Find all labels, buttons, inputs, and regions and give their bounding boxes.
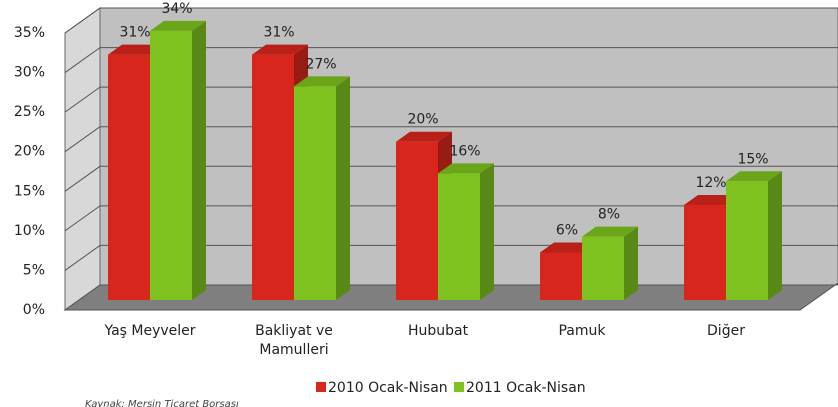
bar-front bbox=[294, 86, 336, 300]
bar-front bbox=[438, 173, 480, 300]
value-label: 6% bbox=[556, 223, 578, 239]
bar-top bbox=[438, 163, 494, 174]
value-label: 27% bbox=[305, 56, 336, 72]
grid-line bbox=[64, 47, 838, 73]
bar-side bbox=[480, 163, 494, 300]
value-label: 15% bbox=[737, 151, 768, 167]
bar bbox=[294, 76, 350, 300]
bar bbox=[726, 171, 782, 300]
y-tick-label: 10% bbox=[14, 223, 45, 239]
legend-label: 2011 Ocak-Nisan bbox=[466, 380, 586, 396]
value-label: 16% bbox=[449, 143, 480, 159]
bar-front bbox=[396, 141, 438, 300]
bar-top bbox=[294, 76, 350, 87]
bar bbox=[582, 226, 638, 300]
grid-line bbox=[64, 165, 838, 192]
bar-front bbox=[684, 205, 726, 300]
legend-swatch bbox=[454, 382, 464, 392]
y-tick-label: 20% bbox=[14, 144, 45, 160]
bar-side bbox=[336, 76, 350, 300]
value-label: 31% bbox=[263, 25, 294, 41]
legend-label: 2010 Ocak-Nisan bbox=[328, 380, 448, 396]
bar-top bbox=[150, 20, 206, 31]
x-tick-label: Diğer bbox=[707, 323, 745, 339]
value-label: 31% bbox=[119, 25, 150, 41]
grid-line bbox=[64, 7, 838, 34]
x-tick-label: Yaş Meyveler bbox=[104, 323, 196, 339]
y-tick-label: 5% bbox=[23, 262, 45, 278]
value-label: 12% bbox=[695, 175, 726, 191]
value-label: 8% bbox=[598, 207, 620, 223]
y-tick-label: 25% bbox=[14, 104, 45, 120]
bar-front bbox=[108, 54, 150, 301]
source-note: Kaynak: Mersin Ticaret Borsası bbox=[85, 399, 239, 407]
x-tick-label: Pamuk bbox=[558, 323, 606, 339]
bar-top bbox=[252, 44, 308, 55]
bar-front bbox=[540, 252, 582, 300]
bar-front bbox=[726, 181, 768, 300]
bar-front bbox=[150, 30, 192, 301]
value-label: 20% bbox=[407, 112, 438, 128]
y-tick-label: 0% bbox=[23, 302, 45, 318]
x-tick-label: Bakliyat ve Mamulleri bbox=[255, 323, 333, 358]
bar-side bbox=[192, 20, 206, 301]
y-tick-label: 30% bbox=[14, 65, 45, 81]
bar-top bbox=[396, 131, 452, 142]
legend-swatch bbox=[316, 382, 326, 392]
x-tick-label: Hububat bbox=[407, 323, 469, 339]
bar-side bbox=[624, 226, 638, 300]
bar-front bbox=[252, 54, 294, 301]
bar-top bbox=[726, 171, 782, 182]
value-label: 34% bbox=[161, 1, 192, 17]
y-tick-label: 15% bbox=[14, 183, 45, 199]
bar-front bbox=[582, 236, 624, 300]
grid-line bbox=[64, 205, 838, 232]
side-wall bbox=[64, 7, 101, 311]
bar bbox=[438, 163, 494, 300]
grid-line bbox=[64, 126, 838, 153]
bar-side bbox=[768, 171, 782, 300]
grid-line bbox=[64, 86, 838, 113]
bar-top bbox=[582, 226, 638, 237]
y-tick-label: 35% bbox=[14, 25, 45, 41]
bar bbox=[150, 20, 206, 301]
